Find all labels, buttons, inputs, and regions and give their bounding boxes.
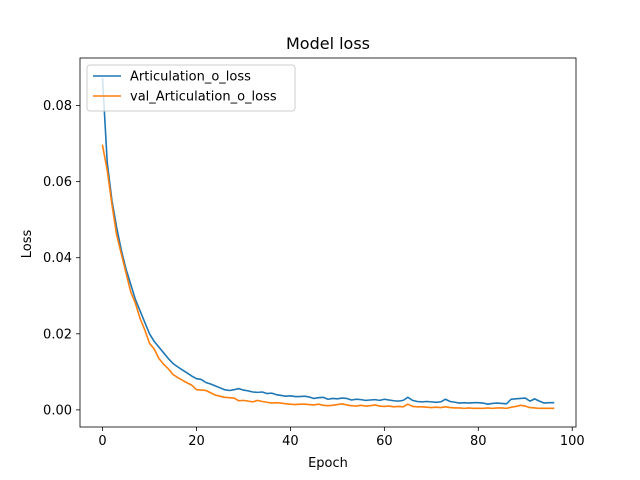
x-axis: 0 20 40 60 80 100 (98, 427, 585, 449)
series-line-0 (101, 78, 555, 405)
legend-label-0: Articulation_o_loss (130, 70, 251, 85)
y-tick-label: 0.04 (43, 251, 72, 266)
plot-area (79, 57, 577, 428)
y-axis-label: Loss (20, 230, 35, 259)
chart-title: Model loss (286, 34, 370, 53)
y-tick-label: 0.08 (43, 99, 72, 114)
x-tick-label: 40 (282, 434, 299, 449)
x-tick-label: 20 (188, 434, 205, 449)
plot-frame (79, 57, 577, 428)
legend-label-1: val_Articulation_o_loss (130, 90, 277, 105)
series-layer (101, 78, 555, 410)
y-tick-label: 0.02 (43, 327, 72, 342)
y-axis: 0.00 0.02 0.04 0.06 0.08 (43, 99, 80, 418)
x-tick-label: 80 (470, 434, 487, 449)
x-tick-label: 60 (376, 434, 393, 449)
x-axis-label: Epoch (308, 456, 348, 471)
legend-box (86, 64, 296, 112)
y-tick-label: 0.06 (43, 175, 72, 190)
x-tick-label: 100 (560, 434, 585, 449)
series-line-1 (101, 144, 555, 410)
y-tick-label: 0.00 (43, 403, 72, 418)
legend: Articulation_o_loss val_Articulation_o_lo… (86, 64, 296, 112)
x-tick-label: 0 (98, 434, 106, 449)
